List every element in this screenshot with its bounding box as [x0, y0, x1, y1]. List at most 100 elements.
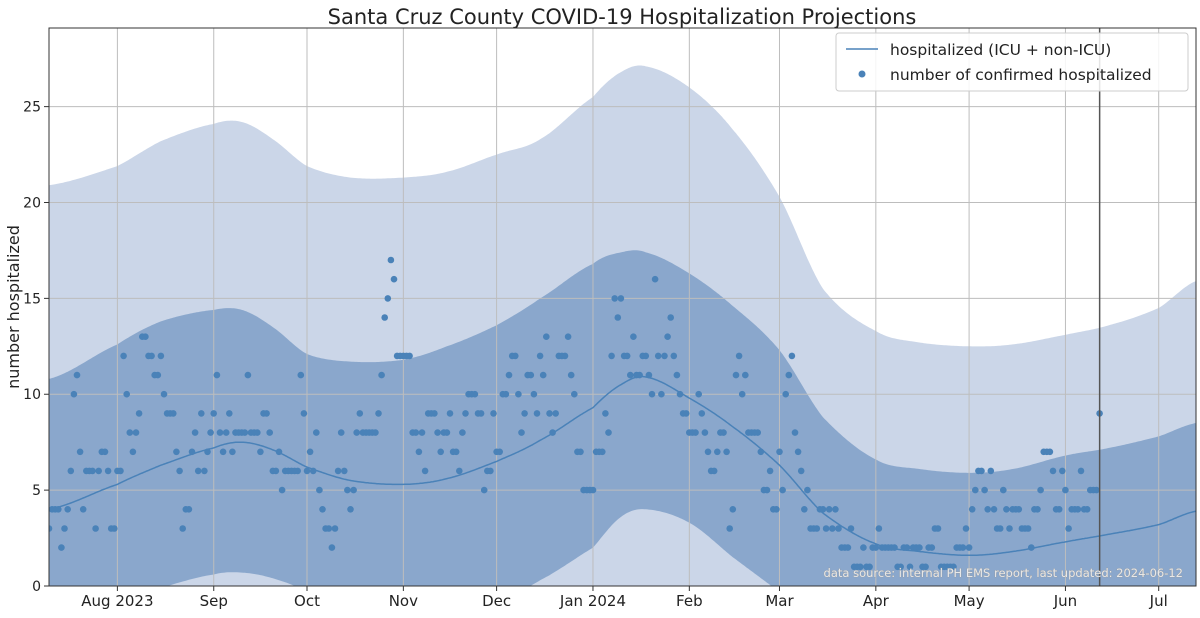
confirmed-point	[387, 256, 395, 264]
confirmed-point	[306, 448, 314, 456]
confirmed-point	[58, 544, 65, 551]
confirmed-point	[480, 486, 488, 494]
confirmed-point	[897, 563, 904, 571]
confirmed-point	[257, 448, 264, 456]
confirmed-point	[527, 371, 535, 379]
confirmed-point	[804, 486, 811, 494]
confirmed-point	[170, 410, 177, 417]
confirmed-point	[875, 525, 883, 532]
confirmed-point	[316, 486, 323, 494]
confirmed-point	[275, 448, 283, 456]
confirmed-point	[263, 410, 270, 417]
confirmed-point	[785, 371, 793, 379]
confirmed-point	[79, 506, 87, 513]
confirmed-point	[776, 448, 783, 456]
confirmed-point	[654, 352, 662, 360]
confirmed-point	[577, 448, 584, 456]
confirmed-point	[552, 410, 559, 417]
confirmed-point	[670, 352, 678, 360]
confirmed-point	[623, 352, 631, 360]
confirmed-point	[981, 486, 988, 494]
confirmed-point	[502, 390, 510, 398]
confirmed-point	[95, 467, 102, 475]
confirmed-point	[903, 544, 911, 551]
confirmed-point	[272, 467, 280, 475]
confirmed-point	[300, 410, 308, 417]
confirmed-point	[188, 448, 196, 456]
legend-label-confirmed: number of confirmed hospitalized	[890, 66, 1152, 84]
confirmed-point	[452, 448, 460, 456]
confirmed-point	[210, 410, 217, 417]
y-axis-label: number hospitalized	[4, 225, 23, 389]
confirmed-point	[337, 429, 345, 436]
confirmed-point	[682, 410, 690, 417]
confirmed-point	[1055, 506, 1063, 513]
x-tick-label: Jan 2024	[559, 592, 626, 610]
confirmed-point	[763, 486, 771, 494]
confirmed-point	[328, 544, 336, 551]
confirmed-point	[487, 467, 494, 475]
confirmed-point	[418, 429, 426, 436]
confirmed-point	[676, 390, 684, 398]
confirmed-point	[148, 352, 155, 360]
confirmed-point	[533, 410, 541, 417]
confirmed-point	[673, 371, 681, 379]
confirmed-point	[611, 295, 618, 302]
confirmed-point	[372, 429, 379, 436]
confirmed-point	[617, 295, 625, 302]
confirmed-point	[303, 467, 311, 475]
confirmed-point	[446, 410, 454, 417]
confirmed-point	[571, 390, 578, 398]
y-tick-label: 20	[23, 195, 41, 211]
confirmed-point	[996, 525, 1004, 532]
confirmed-point	[658, 390, 665, 398]
confirmed-point	[1065, 525, 1072, 532]
confirmed-point	[381, 314, 389, 321]
confirmed-point	[297, 371, 305, 379]
confirmed-point	[1024, 525, 1032, 532]
x-tick-label: Sep	[200, 592, 228, 610]
hospitalized-line	[49, 375, 1196, 557]
confirmed-point	[738, 390, 746, 398]
confirmed-point	[723, 448, 730, 456]
confirmed-point	[692, 429, 699, 436]
confirmed-point	[857, 563, 864, 571]
legend-box	[835, 32, 1189, 92]
confirmed-point	[742, 371, 749, 379]
confirmed-point	[829, 525, 836, 532]
confirmed-point	[589, 486, 597, 494]
confirmed-point	[390, 275, 398, 283]
confirmed-point	[341, 467, 348, 475]
confirmed-point	[872, 544, 880, 551]
confirmed-point	[950, 563, 957, 571]
confirmed-point	[319, 506, 326, 513]
x-tick-label: Apr	[863, 592, 890, 610]
legend: hospitalized (ICU + non-ICU) number of c…	[835, 32, 1189, 92]
confirmed-point	[443, 429, 451, 436]
confirmed-point	[241, 429, 249, 436]
confirmed-point	[1077, 467, 1085, 475]
confirmed-point	[49, 525, 53, 532]
confirmed-point	[353, 429, 361, 436]
confirmed-point	[990, 506, 998, 513]
confirmed-point	[344, 486, 351, 494]
confirmed-point	[350, 486, 357, 494]
confirmed-point	[1037, 486, 1044, 494]
confirmed-point	[266, 429, 274, 436]
confirmed-point	[120, 352, 127, 360]
confirmed-point	[434, 429, 441, 436]
confirmed-point	[431, 410, 438, 417]
confirmed-point	[754, 429, 761, 436]
confirmed-point	[866, 563, 873, 571]
confirmed-point	[157, 352, 165, 360]
confirmed-point	[92, 525, 99, 532]
y-tick-label: 10	[23, 387, 41, 403]
confirmed-point	[757, 448, 765, 456]
confirmed-point	[512, 352, 519, 360]
confirmed-point	[1006, 525, 1013, 532]
y-tick-label: 5	[32, 483, 41, 499]
confirmed-point	[664, 333, 671, 341]
confirmed-point	[207, 429, 214, 436]
x-tick-label: Jul	[1149, 592, 1168, 610]
confirmed-point	[602, 410, 609, 417]
